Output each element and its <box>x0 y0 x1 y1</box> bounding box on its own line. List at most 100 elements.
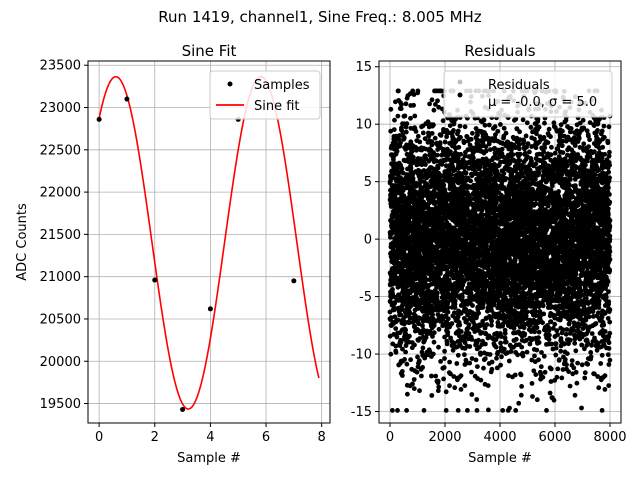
residual-point <box>458 387 464 392</box>
residual-point <box>500 408 506 413</box>
residual-point <box>465 408 470 413</box>
residual-point <box>462 352 467 358</box>
residual-point <box>435 290 440 296</box>
residual-point <box>402 113 408 119</box>
residual-point <box>393 326 399 331</box>
residual-point <box>431 122 436 128</box>
residual-point <box>420 365 425 370</box>
residual-point <box>503 130 509 136</box>
residual-point <box>403 327 408 333</box>
residual-point <box>516 400 522 406</box>
residual-point <box>445 329 451 335</box>
residual-point <box>429 131 435 136</box>
residual-point <box>430 351 436 357</box>
residual-point <box>513 408 519 413</box>
residual-point <box>455 408 461 413</box>
sine-fit-ytick-label: 20000 <box>40 355 81 370</box>
residual-point <box>435 378 441 384</box>
residual-point <box>419 373 424 379</box>
residual-point <box>474 397 480 402</box>
residual-point <box>467 344 473 349</box>
residual-point <box>398 140 403 146</box>
residual-point <box>408 165 414 171</box>
residual-point <box>458 135 463 140</box>
residual-point <box>454 361 460 366</box>
residual-point <box>478 377 484 383</box>
sine-fit-xtick-label: 0 <box>95 430 103 445</box>
residual-point <box>443 389 449 395</box>
residual-point <box>411 92 417 97</box>
residual-point <box>404 121 410 127</box>
residual-point <box>443 408 449 413</box>
residual-point <box>411 102 416 108</box>
residual-point <box>392 117 397 123</box>
residual-point <box>494 355 499 361</box>
residual-point <box>402 357 407 362</box>
residual-point <box>482 356 488 362</box>
residual-point <box>430 312 435 318</box>
residual-point <box>407 333 412 339</box>
residual-point <box>452 298 458 304</box>
sine-fit-xtick-label: 8 <box>318 430 326 445</box>
residual-point <box>483 148 489 154</box>
residual-point <box>407 310 413 316</box>
residual-point <box>391 332 397 337</box>
residual-point <box>458 329 464 334</box>
residual-point <box>468 136 474 142</box>
residual-point <box>458 151 464 157</box>
sine-fit-ytick-label: 22500 <box>40 143 81 158</box>
residual-point <box>391 127 397 132</box>
residual-point <box>411 386 417 391</box>
residual-point <box>470 303 475 308</box>
residual-point <box>410 381 415 387</box>
sine-fit-title: Sine Fit <box>182 42 237 60</box>
residual-point <box>410 176 416 181</box>
sine-fit-line <box>98 75 320 410</box>
residual-point <box>416 358 422 364</box>
residual-point <box>399 102 404 107</box>
sine-fit-legend: Samples Sine fit <box>209 70 321 120</box>
residual-point <box>482 122 488 128</box>
residual-point <box>417 388 422 394</box>
residual-point <box>393 350 399 355</box>
residual-point <box>412 113 418 119</box>
residual-point <box>403 129 409 135</box>
residual-point <box>437 140 443 146</box>
residual-point <box>393 343 399 349</box>
residual-point <box>467 360 473 366</box>
sample-point <box>124 96 130 102</box>
residual-point <box>476 337 481 343</box>
residual-point <box>395 317 401 323</box>
residual-point <box>510 152 516 158</box>
residual-point <box>392 300 398 306</box>
residual-point <box>441 376 446 382</box>
residual-point <box>398 106 404 112</box>
residual-point <box>398 312 404 318</box>
residual-point <box>503 339 509 345</box>
residual-point <box>403 331 409 337</box>
residual-point <box>444 341 450 347</box>
residual-point <box>449 321 455 326</box>
residual-point <box>396 88 401 94</box>
residual-point <box>498 340 503 346</box>
residual-point <box>413 292 419 297</box>
residual-point <box>442 348 447 354</box>
residual-point <box>493 344 499 350</box>
residual-point <box>436 384 442 390</box>
residual-point <box>512 372 518 378</box>
residual-point <box>441 182 447 188</box>
sine-fit-ytick-label: 19500 <box>40 397 81 412</box>
residual-point <box>420 130 426 136</box>
residual-point <box>420 323 425 329</box>
residual-point <box>519 344 525 350</box>
residual-point <box>421 408 427 413</box>
residual-point <box>431 339 437 345</box>
residual-point <box>462 124 468 130</box>
residual-point <box>431 330 437 336</box>
residual-point <box>399 369 405 374</box>
sine-fit-axes-frame <box>87 60 331 424</box>
residual-point <box>486 407 491 413</box>
residual-point <box>406 320 412 326</box>
